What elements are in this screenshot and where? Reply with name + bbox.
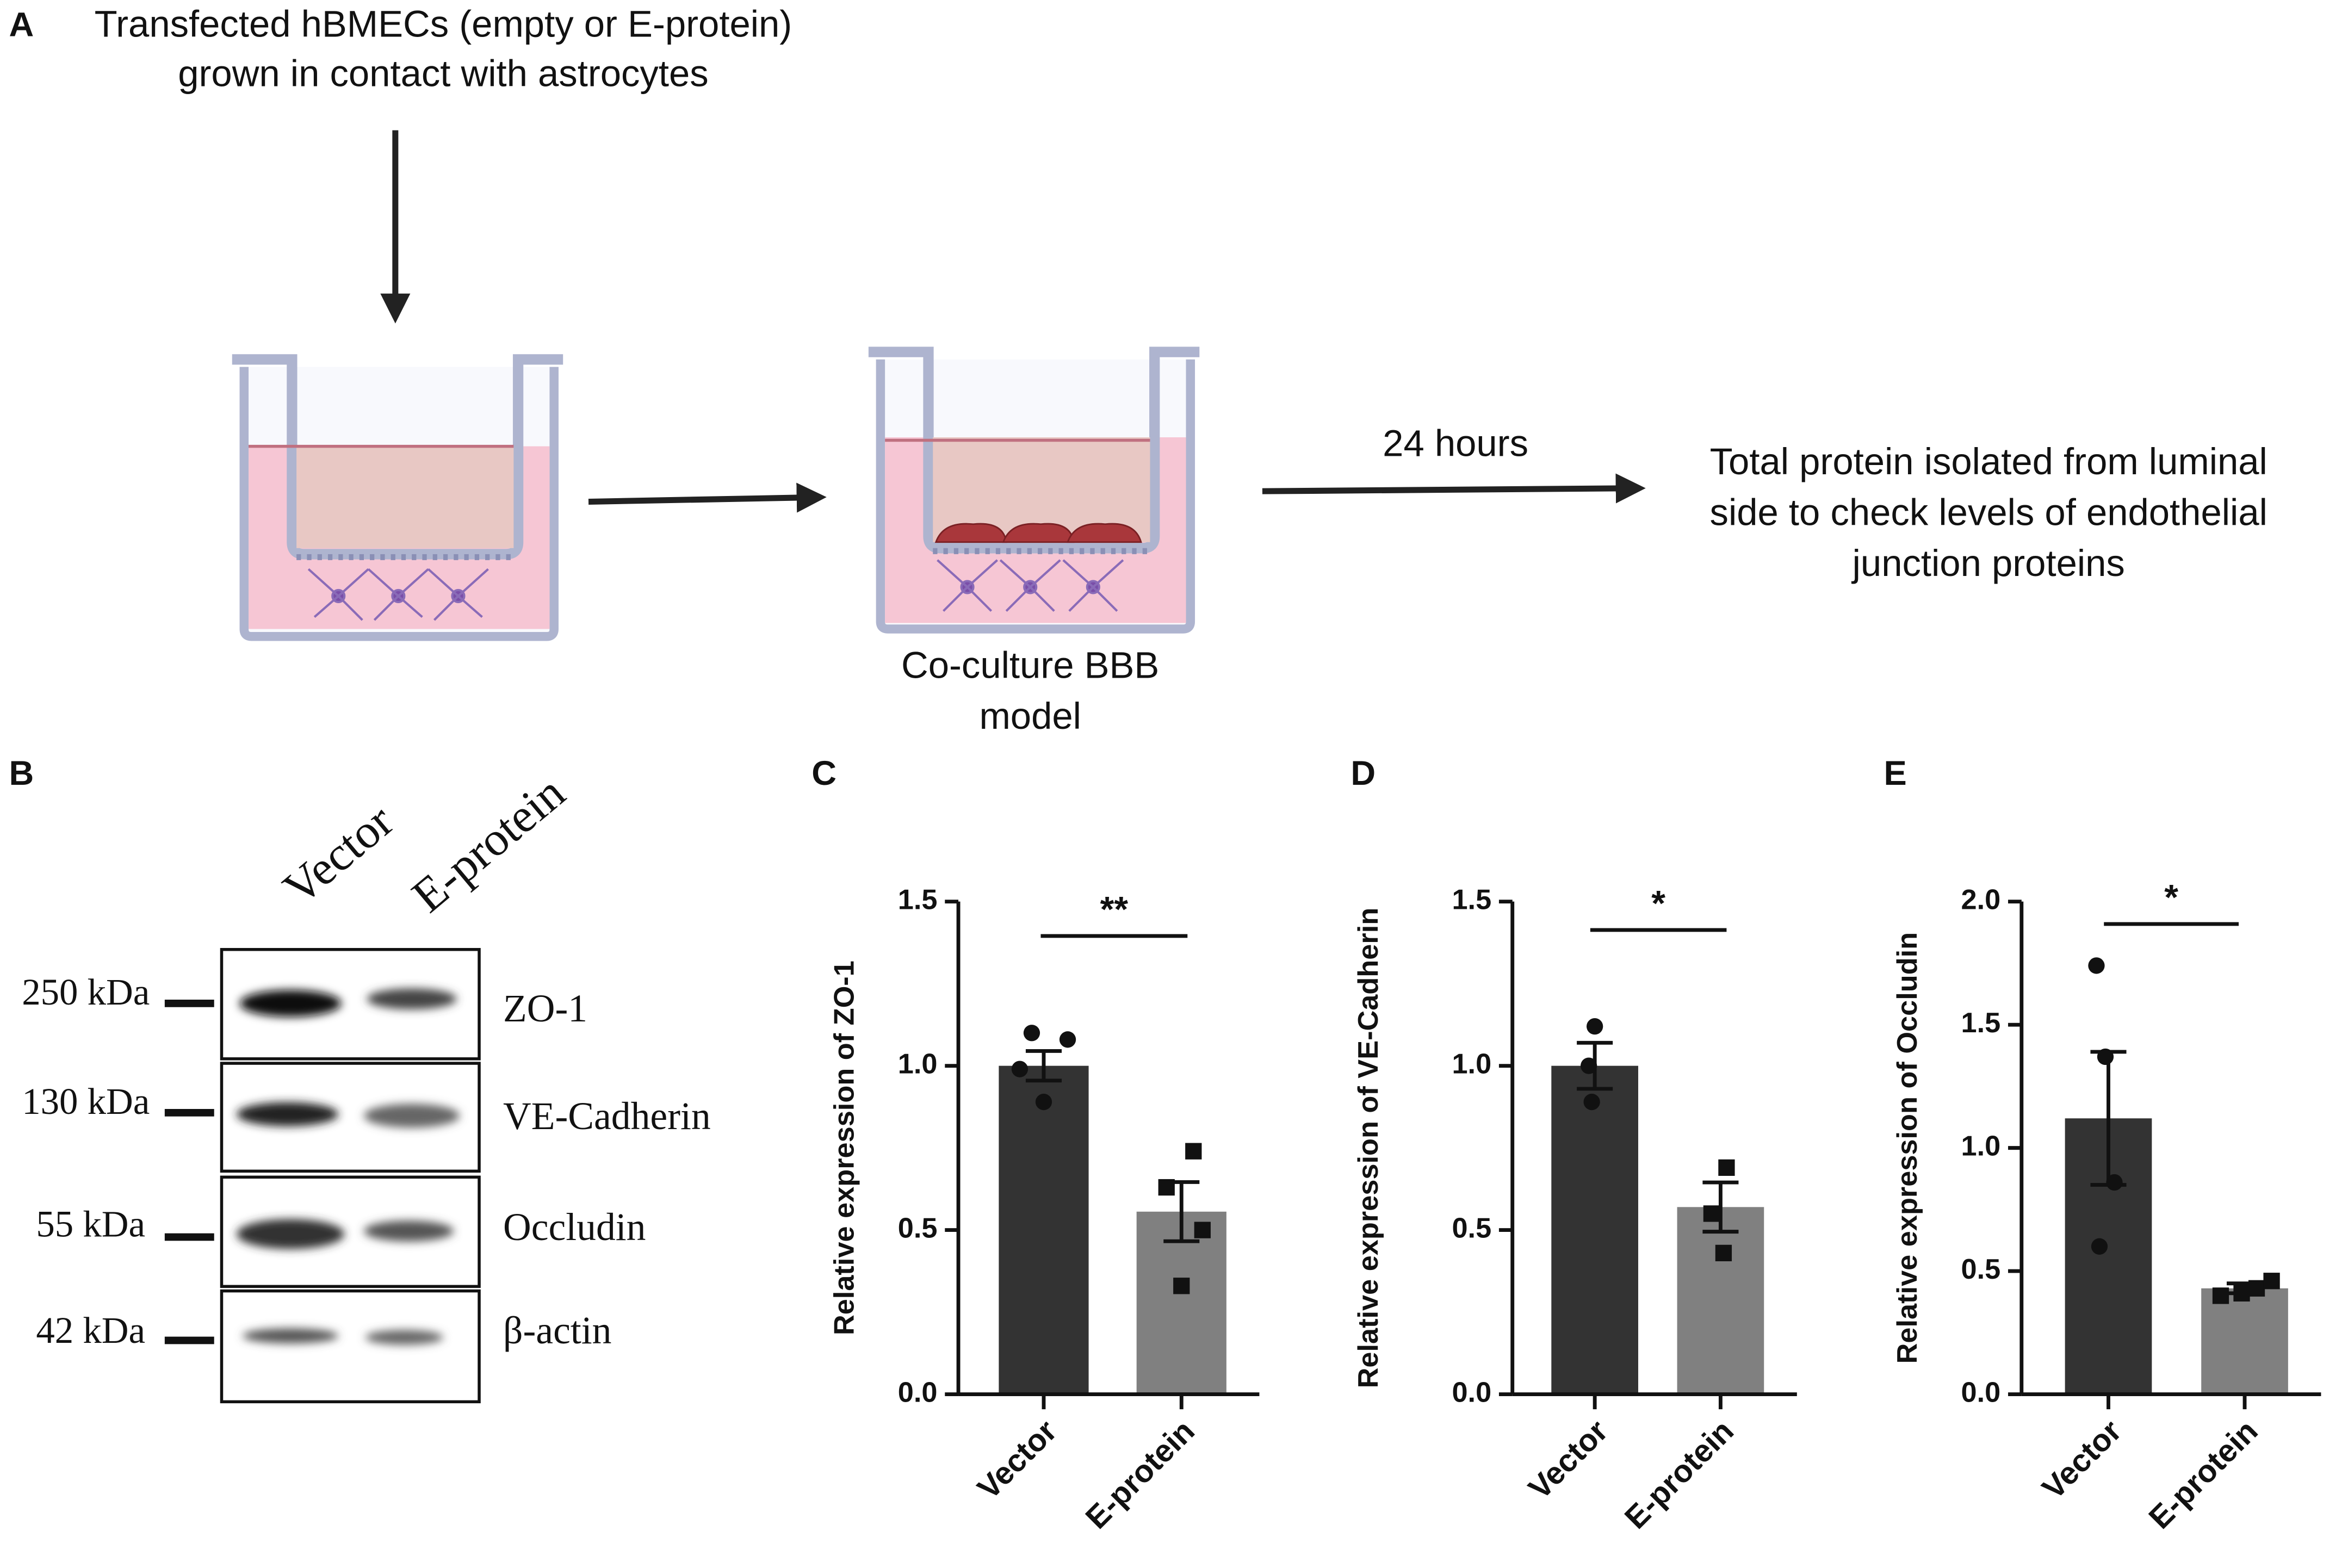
lane-label: E-protein (402, 766, 575, 923)
transwell-1 (232, 354, 563, 641)
data-point (1703, 1205, 1720, 1222)
panel-label: E (1884, 754, 1907, 792)
data-point (2248, 1280, 2265, 1297)
y-tick-label: 1.0 (1961, 1130, 2001, 1162)
marker-label: 55 kDa (36, 1204, 145, 1245)
y-tick-label: 2.0 (1961, 884, 2001, 915)
bar (999, 1065, 1089, 1395)
y-axis-label: Relative expression of ZO-1 (828, 960, 860, 1335)
error-bar (1025, 1049, 1062, 1083)
data-point (1194, 1222, 1211, 1238)
y-tick-label: 0.0 (898, 1377, 938, 1408)
data-point (1587, 1018, 1603, 1035)
x-tick-label: E-protein (1079, 1414, 1201, 1536)
x-tick-label: E-protein (1618, 1414, 1740, 1536)
bar (1677, 1207, 1764, 1395)
bar (2201, 1288, 2288, 1395)
intro-text: Transfected hBMECs (empty or E-protein) (95, 3, 792, 45)
time-label: 24 hours (1383, 423, 1528, 464)
panel-label: D (1350, 754, 1376, 792)
model-label: model (979, 695, 1081, 737)
data-point (1718, 1159, 1735, 1176)
arrow (588, 482, 827, 513)
data-point (1011, 1061, 1029, 1077)
data-point (2233, 1285, 2250, 1302)
x-tick-label: Vector (2036, 1414, 2128, 1506)
bar (1551, 1065, 1638, 1395)
y-tick-label: 0.0 (1452, 1377, 1491, 1408)
intro-text: grown in contact with astrocytes (178, 53, 708, 95)
data-point (2097, 1048, 2114, 1065)
data-point (1185, 1143, 1202, 1160)
x-tick-label: Vector (1522, 1414, 1614, 1506)
panel-label: B (9, 754, 34, 792)
y-tick-label: 1.5 (1452, 884, 1491, 915)
y-tick-label: 1.0 (1452, 1048, 1491, 1080)
panel-label: C (811, 754, 837, 792)
y-tick-label: 1.0 (898, 1048, 938, 1080)
y-axis-label: Relative expression of Occludin (1892, 932, 1923, 1364)
data-point (2091, 1238, 2108, 1255)
data-point (2212, 1287, 2229, 1304)
arrow (1262, 473, 1646, 504)
data-point (1158, 1179, 1175, 1196)
x-tick-label: Vector (971, 1414, 1063, 1506)
protein-label: β-actin (503, 1309, 611, 1352)
transwell-2 (868, 346, 1200, 634)
protein-label: Occludin (503, 1206, 646, 1249)
data-point (1023, 1025, 1040, 1042)
y-tick-label: 0.5 (1961, 1254, 2001, 1285)
marker-label: 42 kDa (36, 1310, 145, 1351)
y-tick-label: 0.5 (898, 1212, 938, 1244)
y-tick-label: 0.5 (1452, 1212, 1491, 1244)
significance-label: ** (1100, 889, 1129, 929)
data-point (1715, 1244, 1732, 1262)
data-point (1583, 1093, 1600, 1111)
y-tick-label: 1.5 (1961, 1007, 2001, 1039)
blot (164, 948, 481, 1404)
data-point (2263, 1273, 2280, 1290)
data-point (1580, 1057, 1597, 1074)
y-tick-label: 0.0 (1961, 1377, 2001, 1408)
y-tick-label: 1.5 (898, 884, 938, 915)
model-label: Co-culture BBB (901, 644, 1159, 686)
result-text: side to check levels of endothelial (1710, 491, 2268, 533)
result-text: Total protein isolated from luminal (1710, 441, 2268, 482)
x-tick-label: E-protein (2142, 1414, 2265, 1536)
protein-label: ZO-1 (503, 987, 587, 1030)
data-point (2088, 957, 2105, 974)
data-point (1173, 1278, 1190, 1294)
marker-label: 250 kDa (22, 971, 150, 1013)
data-point (1059, 1031, 1076, 1048)
significance-label: * (1651, 883, 1665, 924)
error-bar (1702, 1180, 1739, 1234)
data-point (2106, 1174, 2123, 1191)
lane-label: Vector (273, 794, 403, 915)
significance-label: * (2164, 877, 2178, 918)
protein-label: VE-Cadherin (503, 1095, 711, 1138)
result-text: junction proteins (1851, 542, 2125, 584)
panel-label: A (9, 5, 34, 44)
data-point (1035, 1093, 1052, 1111)
marker-label: 130 kDa (22, 1081, 150, 1122)
y-axis-label: Relative expression of VE-Cadherin (1353, 908, 1384, 1389)
